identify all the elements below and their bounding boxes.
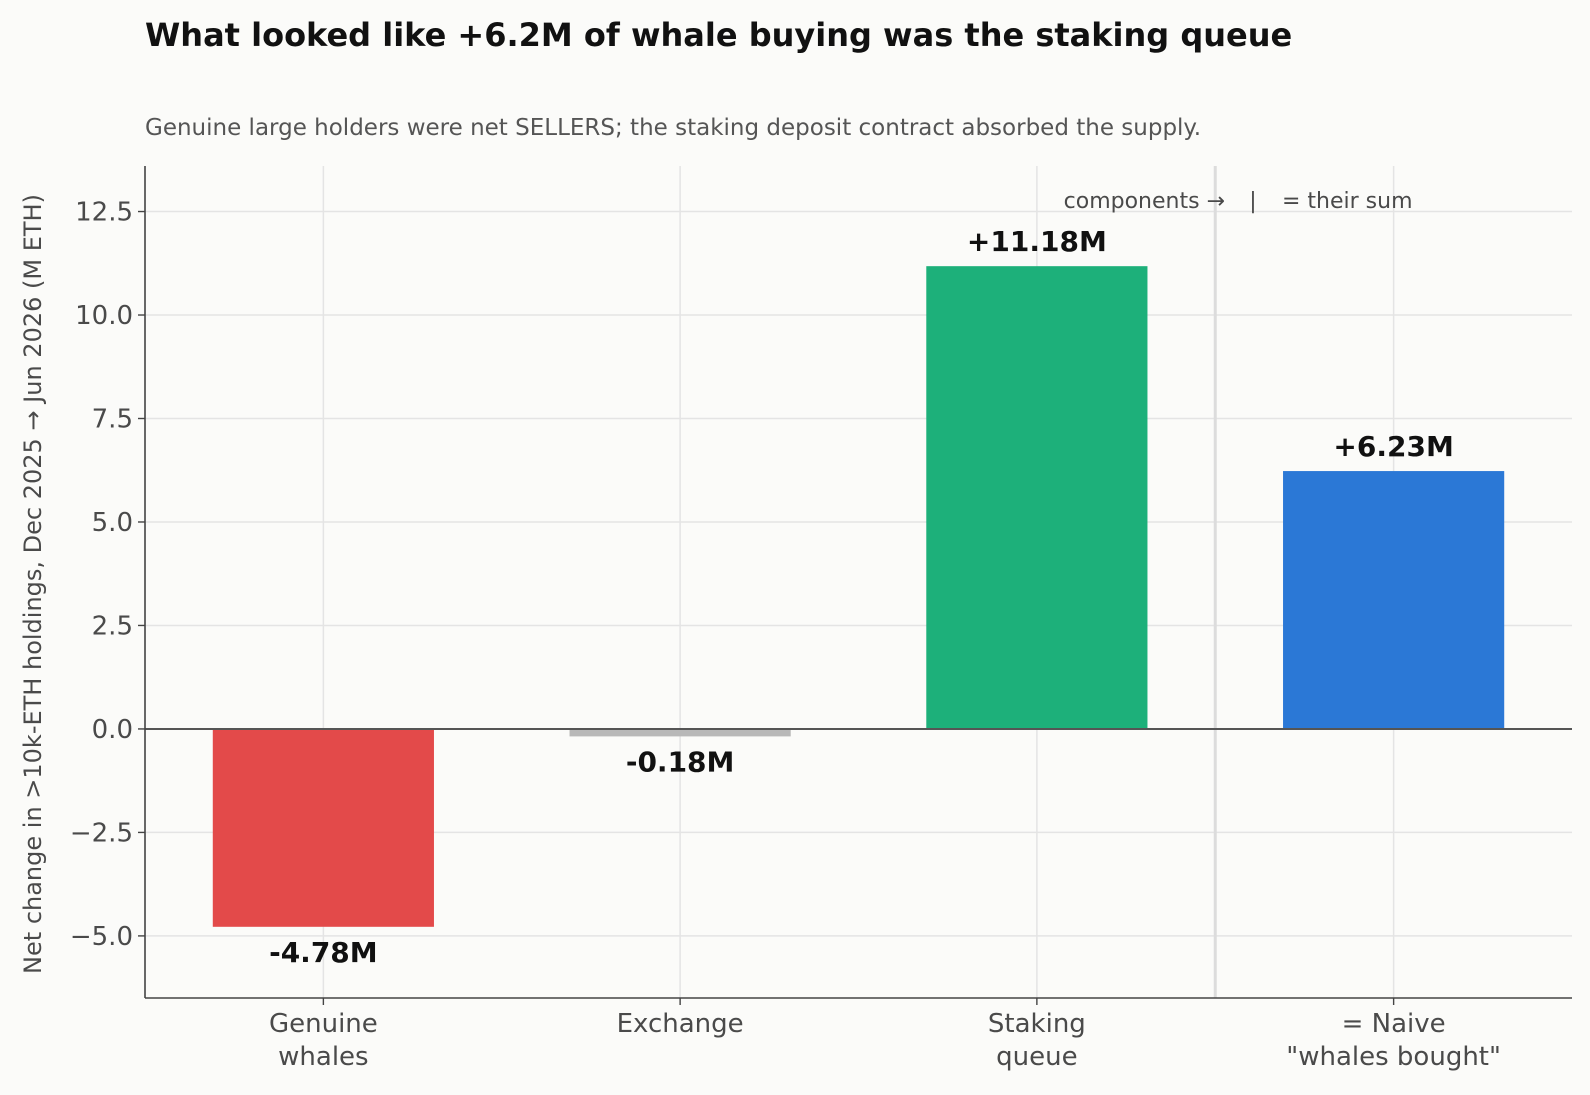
value-label-2: +11.18M <box>967 225 1107 258</box>
chart-title: What looked like +6.2M of whale buying w… <box>145 16 1292 54</box>
y-tick-label-1: −2.5 <box>70 818 133 848</box>
x-tick-label-1: Exchange <box>617 1009 744 1039</box>
bar-3 <box>1283 471 1505 729</box>
x-tick-label-line: = Naive <box>1342 1009 1446 1039</box>
value-label-0: -4.78M <box>269 936 378 969</box>
y-tick-label-0: −5.0 <box>70 922 133 952</box>
chart-subtitle: Genuine large holders were net SELLERS; … <box>145 115 1201 141</box>
tick-labels: −5.0 −2.5 0.0 2.5 5.0 7.5 10.0 12.5 Genuine whale… <box>70 198 1501 1072</box>
axes <box>138 166 1572 1005</box>
x-tick-label-line: Exchange <box>617 1009 744 1039</box>
bars <box>212 266 1505 927</box>
y-tick-label-5: 7.5 <box>92 404 133 434</box>
bar-1 <box>569 728 791 737</box>
y-axis-label: Net change in >10k-ETH holdings, Dec 202… <box>19 194 47 974</box>
y-tick-label-2: 0.0 <box>92 715 133 745</box>
sum-annotation-text: = their sum <box>1282 189 1413 214</box>
x-tick-label-line: queue <box>996 1042 1077 1072</box>
x-tick-label-line: Genuine <box>269 1009 378 1039</box>
x-tick-label-line: Staking <box>988 1009 1086 1039</box>
x-tick-label-0: Genuine whales <box>269 1009 378 1072</box>
y-tick-label-3: 2.5 <box>92 611 133 641</box>
y-tick-label-7: 12.5 <box>75 198 133 228</box>
components-annotation-text: components → <box>1064 189 1225 214</box>
bar-0 <box>212 728 434 927</box>
value-label-1: -0.18M <box>626 745 735 778</box>
x-tick-label-line: "whales bought" <box>1286 1042 1501 1072</box>
data-labels: -4.78M -0.18M +11.18M +6.23M <box>269 225 1454 969</box>
value-label-3: +6.23M <box>1333 430 1453 463</box>
y-tick-label-4: 5.0 <box>92 508 133 538</box>
components-annotation: components → | = their sum <box>1064 189 1413 214</box>
x-tick-label-line: whales <box>278 1042 368 1072</box>
y-tick-label-6: 10.0 <box>75 301 133 331</box>
x-tick-label-2: Staking queue <box>988 1009 1086 1072</box>
bar-2 <box>926 266 1148 729</box>
x-tick-label-3: = Naive "whales bought" <box>1286 1009 1501 1072</box>
annotation-divider: | <box>1249 189 1256 214</box>
